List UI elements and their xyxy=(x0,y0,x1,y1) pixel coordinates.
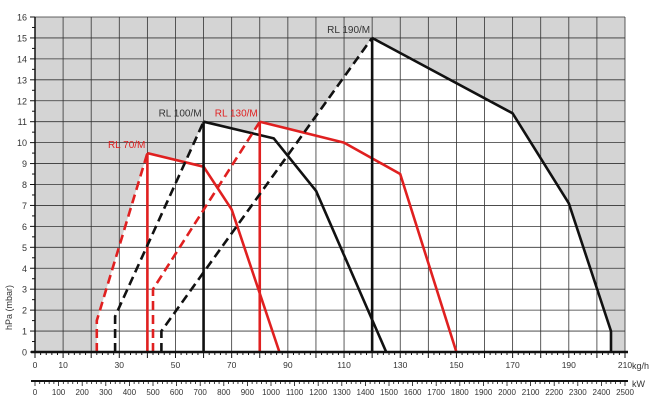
x-axis-unit-label: kg/h xyxy=(632,361,649,371)
y-axis-label: hPa (mbar) xyxy=(4,285,14,330)
x2-tick-label: 600 xyxy=(170,388,184,397)
y-tick-label: 10 xyxy=(17,138,27,148)
x2-tick-label: 1400 xyxy=(357,388,375,397)
series-dashed-line xyxy=(113,121,205,352)
x2-tick-label: 2400 xyxy=(593,388,611,397)
x2-tick-label: 1700 xyxy=(427,388,445,397)
series-label: RL 100/M xyxy=(159,109,202,120)
x-tick-label: 130 xyxy=(393,360,407,370)
series-dashed-line xyxy=(160,37,374,352)
series-solid-line xyxy=(371,36,613,352)
series-label: RL 190/M xyxy=(327,25,370,36)
y-tick-label: 13 xyxy=(17,75,27,85)
x2-tick-label: 700 xyxy=(194,388,208,397)
x2-tick-label: 2500 xyxy=(616,388,634,397)
y-tick-label: 2 xyxy=(22,306,27,316)
x-tick-label: 110 xyxy=(337,360,351,370)
y-tick-label: 12 xyxy=(17,96,27,106)
y-tick-label: 5 xyxy=(22,243,27,253)
x-tick-label: 210 xyxy=(618,360,632,370)
x2-tick-label: 2000 xyxy=(498,388,516,397)
x2-tick-label: 500 xyxy=(146,388,160,397)
x2-tick-label: 1300 xyxy=(333,388,351,397)
y-tick-label: 16 xyxy=(17,13,27,23)
x2-tick-label: 200 xyxy=(76,388,90,397)
y-tick-label: 9 xyxy=(22,159,27,169)
series-label: RL 130/M xyxy=(215,109,258,120)
x2-tick-label: 2100 xyxy=(522,388,540,397)
series-dashed-line xyxy=(151,121,261,352)
x2-tick-label: 300 xyxy=(99,388,113,397)
x2-tick-label: 2200 xyxy=(545,388,563,397)
y-tick-label: 1 xyxy=(22,327,27,337)
y-tick-label: 11 xyxy=(18,117,27,127)
x2-tick-label: 1900 xyxy=(475,388,493,397)
y-tick-label: 0 xyxy=(22,348,27,358)
y-tick-label: 8 xyxy=(22,180,27,190)
working-area-fill xyxy=(161,37,611,353)
x2-tick-label: 1200 xyxy=(309,388,327,397)
x2-tick-label: 1000 xyxy=(262,388,280,397)
x-tick-label: 90 xyxy=(283,360,293,370)
x-tick-label: 150 xyxy=(449,360,463,370)
x-tick-label: 170 xyxy=(506,360,520,370)
x2-tick-label: 900 xyxy=(241,388,255,397)
y-tick-label: 6 xyxy=(22,222,27,232)
x2-tick-label: 2300 xyxy=(569,388,587,397)
x-tick-label: 0 xyxy=(33,360,38,370)
y-tick-label: 15 xyxy=(17,33,27,43)
x2-axis-unit-label: kW xyxy=(632,379,646,389)
x2-tick-label: 1600 xyxy=(404,388,422,397)
y-tick-label: 14 xyxy=(17,54,27,64)
x2-tick-label: 0 xyxy=(33,388,38,397)
x2-tick-label: 1100 xyxy=(286,388,304,397)
x-tick-label: 190 xyxy=(562,360,576,370)
series-solid-line xyxy=(203,120,388,353)
x2-tick-label: 400 xyxy=(123,388,137,397)
x2-tick-label: 100 xyxy=(52,388,66,397)
y-tick-label: 4 xyxy=(22,264,27,274)
y-tick-label: 3 xyxy=(22,285,27,295)
x2-tick-label: 800 xyxy=(217,388,231,397)
series-label: RL 70/M xyxy=(108,140,145,151)
x-tick-label: 10 xyxy=(58,360,68,370)
x2-tick-label: 1800 xyxy=(451,388,469,397)
series-dashed-line xyxy=(95,152,149,352)
x-tick-label: 70 xyxy=(227,360,237,370)
x-tick-label: 30 xyxy=(115,360,125,370)
x2-tick-label: 1500 xyxy=(380,388,398,397)
x-tick-label: 50 xyxy=(171,360,181,370)
y-tick-label: 7 xyxy=(22,201,27,211)
